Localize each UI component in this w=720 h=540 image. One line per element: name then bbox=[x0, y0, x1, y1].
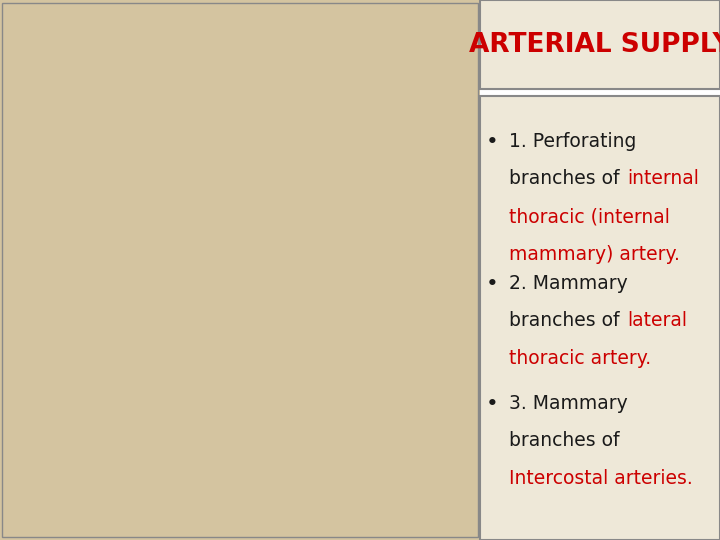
Text: •: • bbox=[486, 394, 499, 414]
Text: mammary) artery.: mammary) artery. bbox=[509, 245, 680, 264]
Text: 3. Mammary: 3. Mammary bbox=[509, 394, 628, 413]
Text: 1. Perforating: 1. Perforating bbox=[509, 132, 636, 151]
Text: thoracic (internal: thoracic (internal bbox=[509, 207, 670, 226]
Text: branches of: branches of bbox=[509, 312, 626, 330]
Text: internal: internal bbox=[627, 170, 699, 188]
FancyBboxPatch shape bbox=[480, 0, 720, 89]
Text: lateral: lateral bbox=[627, 312, 687, 330]
Text: thoracic artery.: thoracic artery. bbox=[509, 349, 651, 368]
FancyBboxPatch shape bbox=[480, 96, 720, 540]
Text: 2. Mammary: 2. Mammary bbox=[509, 274, 628, 293]
Text: •: • bbox=[486, 274, 499, 294]
Text: branches of: branches of bbox=[509, 431, 619, 450]
Text: branches of: branches of bbox=[509, 170, 626, 188]
Text: Intercostal arteries.: Intercostal arteries. bbox=[509, 469, 693, 488]
Text: •: • bbox=[486, 132, 499, 152]
Text: ARTERIAL SUPPLY: ARTERIAL SUPPLY bbox=[469, 31, 720, 58]
